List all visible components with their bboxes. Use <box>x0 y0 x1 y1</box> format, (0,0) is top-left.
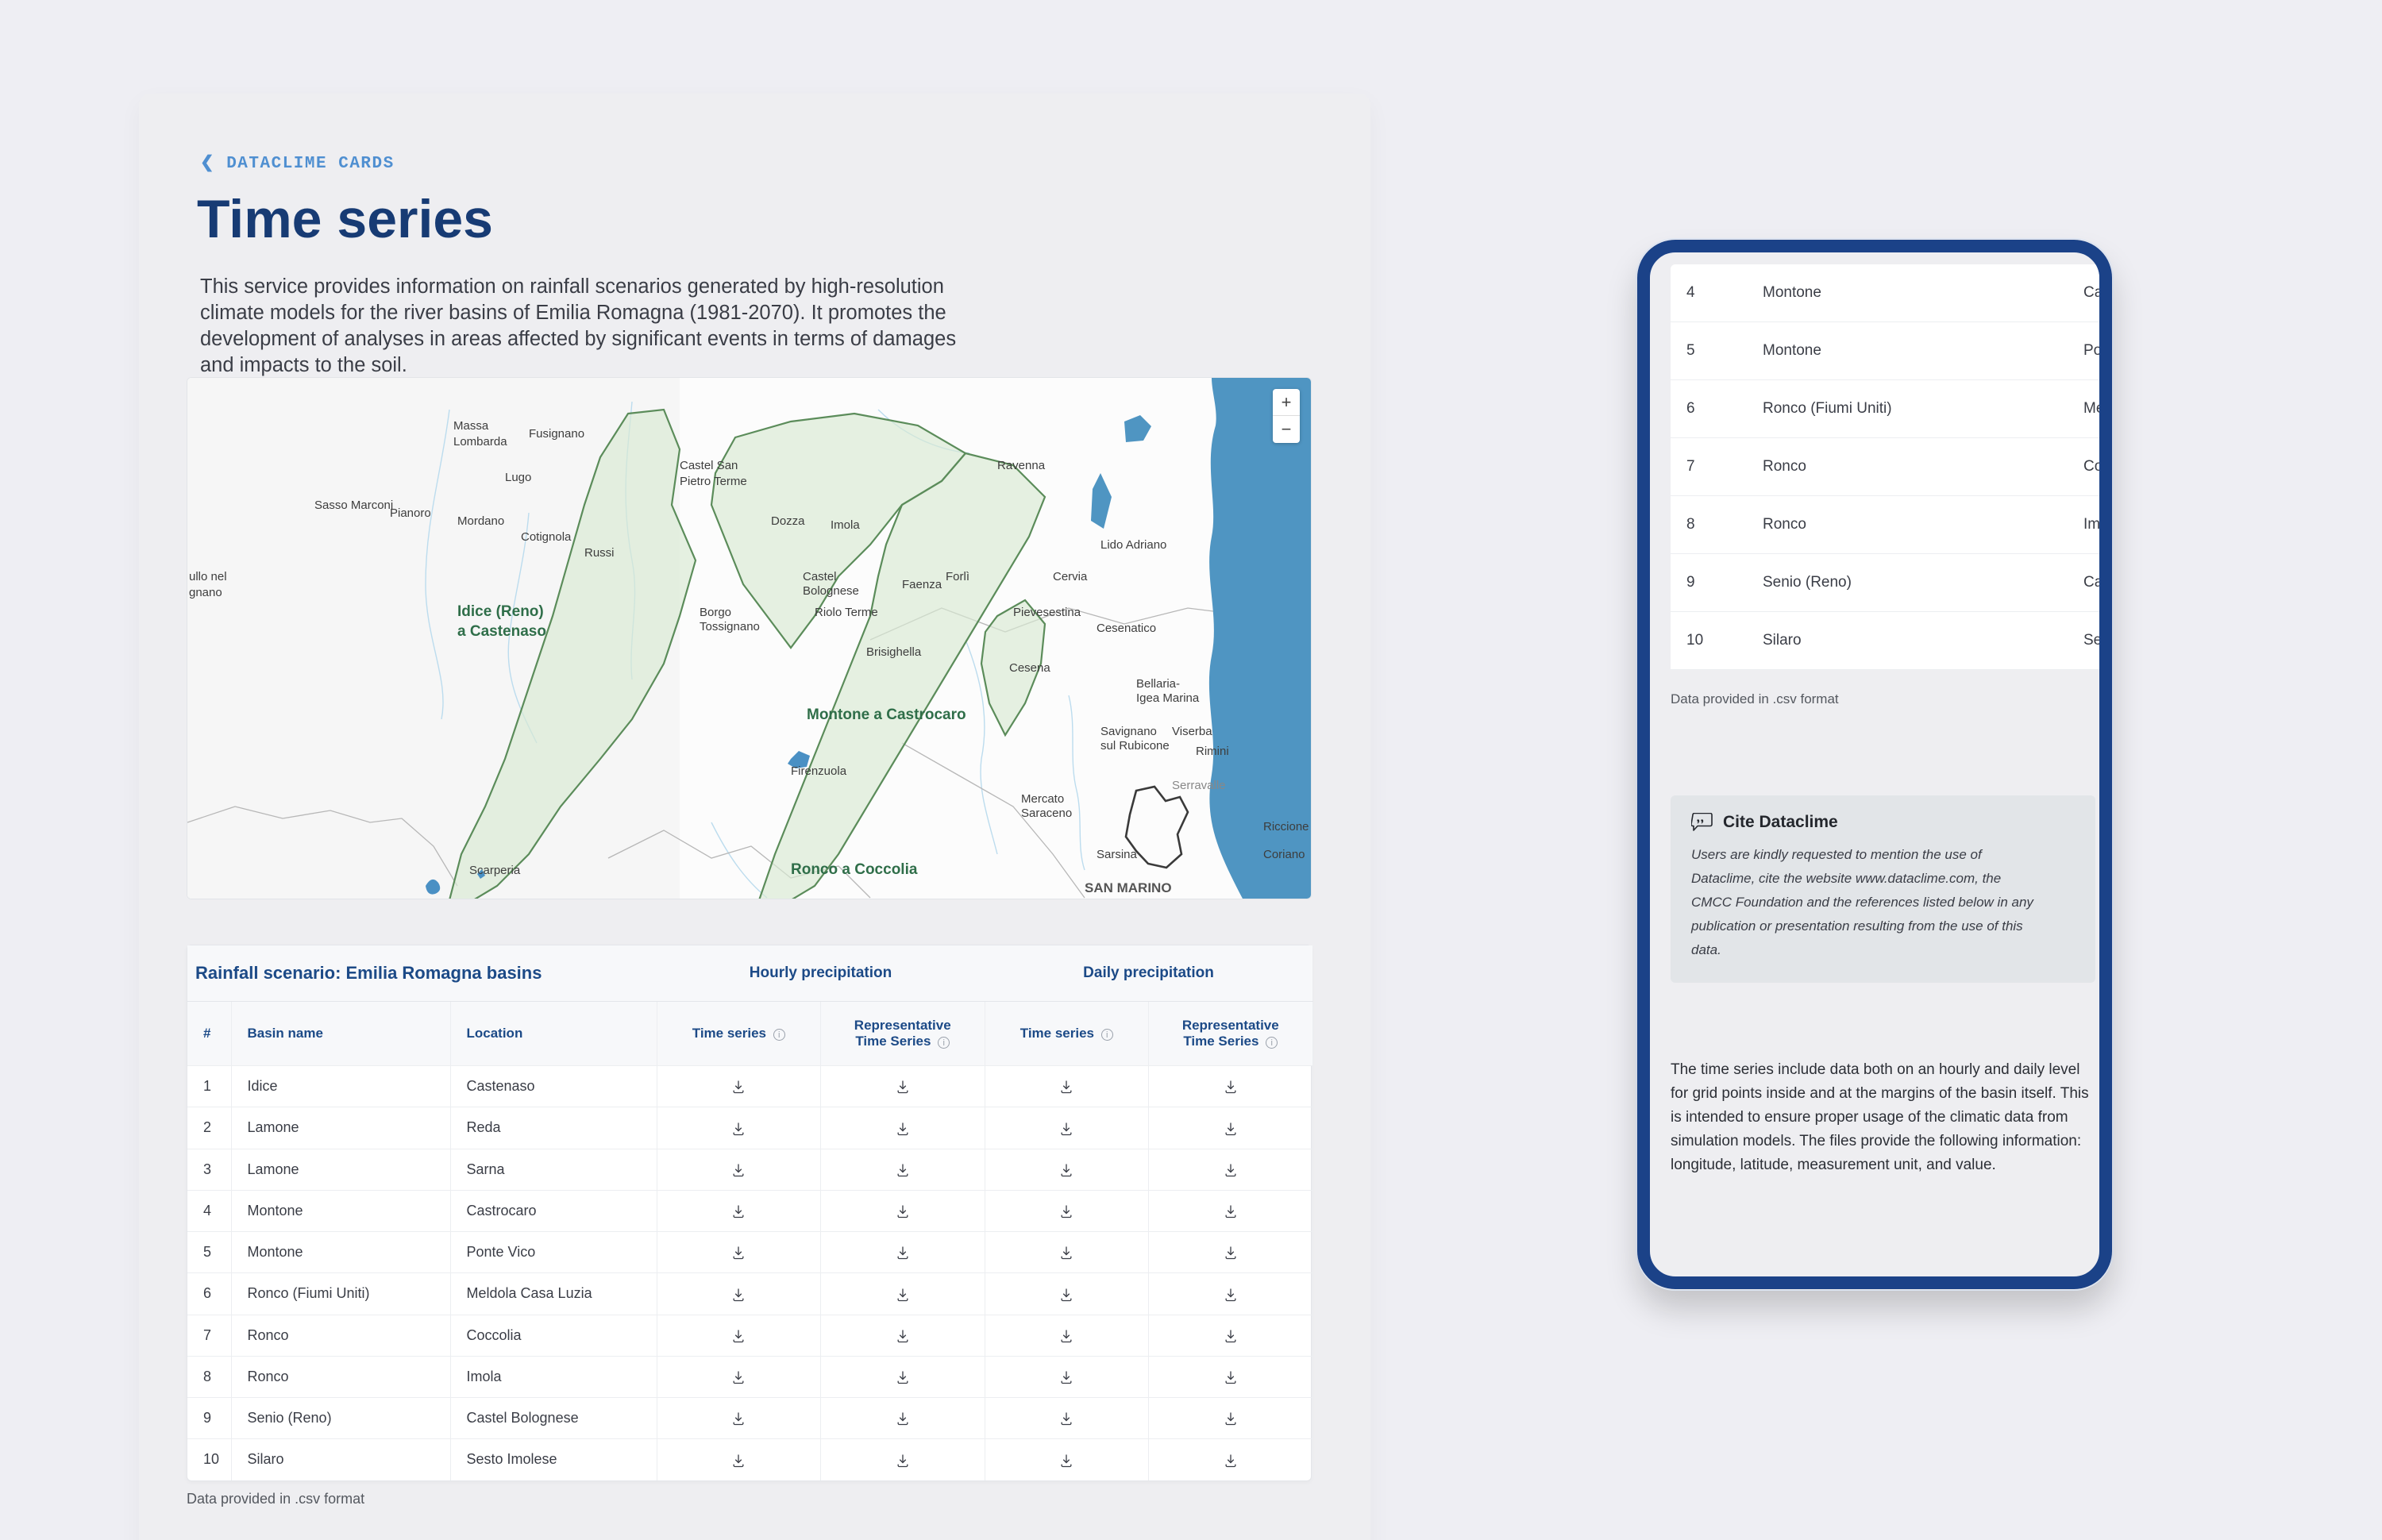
svg-text:Bolognese: Bolognese <box>803 584 859 598</box>
svg-text:Saraceno: Saraceno <box>1021 807 1072 820</box>
svg-text:Coriano: Coriano <box>1263 848 1305 861</box>
svg-text:Sarsina: Sarsina <box>1097 848 1138 861</box>
svg-text:Mordano: Mordano <box>457 514 504 528</box>
svg-text:Forlì: Forlì <box>946 570 969 583</box>
svg-text:Russi: Russi <box>584 546 615 560</box>
svg-text:Castel: Castel <box>803 570 837 583</box>
svg-text:Ronco a Coccolia: Ronco a Coccolia <box>791 861 918 878</box>
svg-text:Dozza: Dozza <box>771 514 805 528</box>
svg-text:Sasso Marconi: Sasso Marconi <box>314 499 393 512</box>
svg-text:Riccione: Riccione <box>1263 820 1309 834</box>
svg-text:Tossignano: Tossignano <box>700 620 760 633</box>
svg-text:Cotignola: Cotignola <box>521 530 572 544</box>
svg-text:Scarperia: Scarperia <box>469 864 521 877</box>
svg-text:Firenzuola: Firenzuola <box>791 764 847 778</box>
svg-text:Bellaria-: Bellaria- <box>1136 677 1180 691</box>
svg-text:Cesena: Cesena <box>1009 661 1050 675</box>
svg-text:Borgo: Borgo <box>700 606 731 619</box>
svg-text:gnano: gnano <box>189 586 222 599</box>
svg-text:Ravenna: Ravenna <box>997 459 1046 472</box>
svg-text:Massa: Massa <box>453 419 489 433</box>
svg-text:Brisighella: Brisighella <box>866 645 922 659</box>
svg-text:Montone a Castrocaro: Montone a Castrocaro <box>807 706 966 723</box>
svg-text:ullo nel: ullo nel <box>189 570 227 583</box>
svg-text:Pianoro: Pianoro <box>390 506 431 520</box>
svg-text:Lido Adriano: Lido Adriano <box>1100 538 1166 552</box>
svg-text:Igea Marina: Igea Marina <box>1136 691 1200 705</box>
svg-text:Mercato: Mercato <box>1021 792 1064 806</box>
svg-text:Cesenatico: Cesenatico <box>1097 622 1156 635</box>
svg-text:Cervia: Cervia <box>1053 570 1088 583</box>
svg-text:Serravalle: Serravalle <box>1172 779 1226 792</box>
svg-text:Lugo: Lugo <box>505 471 531 484</box>
svg-text:Pievesestina: Pievesestina <box>1013 606 1081 619</box>
svg-text:sul Rubicone: sul Rubicone <box>1100 739 1170 753</box>
svg-text:Riolo Terme: Riolo Terme <box>815 606 878 619</box>
svg-text:Castel San: Castel San <box>680 459 738 472</box>
svg-text:Fusignano: Fusignano <box>529 427 584 441</box>
svg-text:Idice (Reno): Idice (Reno) <box>457 603 544 620</box>
svg-text:Faenza: Faenza <box>902 578 942 591</box>
svg-text:Savignano: Savignano <box>1100 725 1157 738</box>
svg-text:Lombarda: Lombarda <box>453 435 507 449</box>
svg-text:Imola: Imola <box>831 518 860 532</box>
svg-text:Viserba: Viserba <box>1172 725 1212 738</box>
svg-text:Rimini: Rimini <box>1196 745 1229 758</box>
svg-text:a Castenaso: a Castenaso <box>457 623 546 640</box>
svg-text:Pietro Terme: Pietro Terme <box>680 475 747 488</box>
svg-text:SAN MARINO: SAN MARINO <box>1085 880 1172 895</box>
